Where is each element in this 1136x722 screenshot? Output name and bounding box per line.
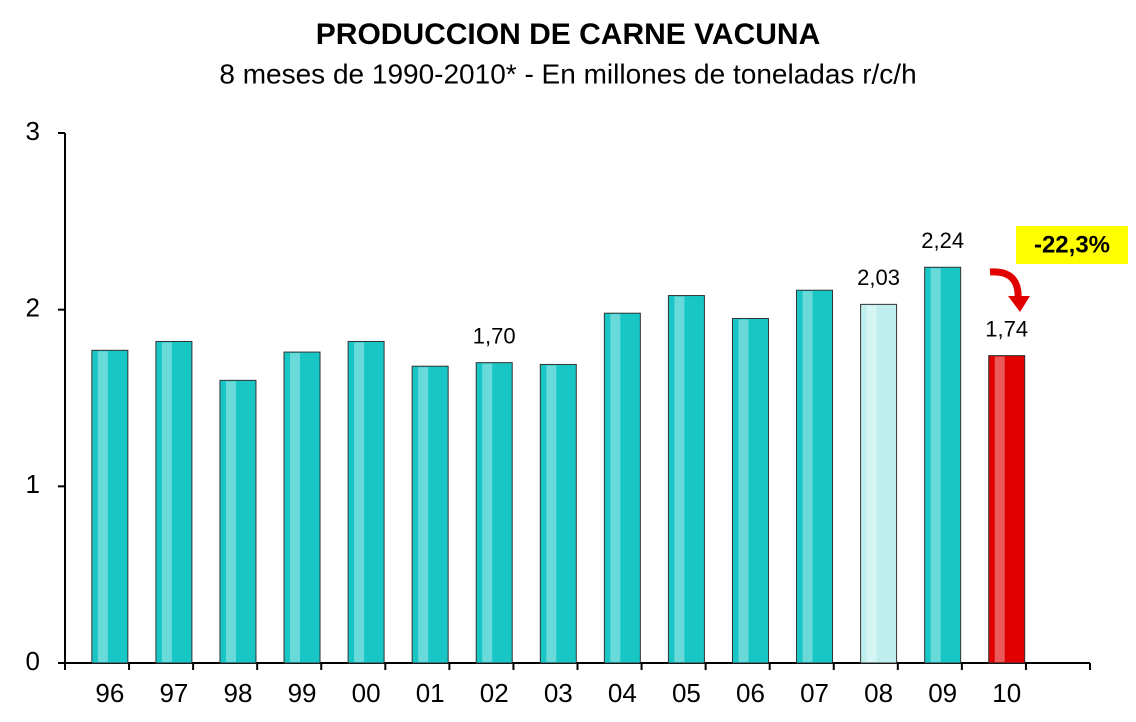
arrow xyxy=(989,268,1022,301)
bar-highlight xyxy=(610,314,621,662)
x-tick-label: 08 xyxy=(864,678,893,708)
bar xyxy=(219,379,257,664)
x-tick-label: 03 xyxy=(544,678,573,708)
bar-highlight xyxy=(994,356,1005,662)
value-label: 2,03 xyxy=(857,265,900,290)
bar-highlight xyxy=(674,296,685,662)
value-label: 1,74 xyxy=(985,316,1028,341)
bar xyxy=(924,266,962,664)
y-tick-label: 0 xyxy=(26,646,40,676)
bar-highlight xyxy=(866,305,877,662)
arrow-head xyxy=(1008,296,1030,312)
chart-subtitle: 8 meses de 1990-2010* - En millones de t… xyxy=(219,58,916,89)
bar-highlight xyxy=(738,319,749,662)
bar xyxy=(731,318,769,664)
bar-highlight xyxy=(225,381,236,662)
bar xyxy=(860,303,898,664)
bar-highlight xyxy=(546,365,557,662)
bar-highlight xyxy=(802,291,813,662)
x-tick-label: 96 xyxy=(95,678,124,708)
value-label: 1,70 xyxy=(473,323,516,348)
y-tick-label: 3 xyxy=(26,116,40,146)
x-tick-label: 98 xyxy=(224,678,253,708)
bar-highlight xyxy=(418,367,429,662)
y-tick-label: 1 xyxy=(26,469,40,499)
bar-highlight xyxy=(354,342,365,662)
chart-title: PRODUCCION DE CARNE VACUNA xyxy=(316,18,820,51)
annotation: -22,3% xyxy=(1034,231,1110,258)
bar xyxy=(539,363,577,664)
x-tick-label: 06 xyxy=(736,678,765,708)
bar xyxy=(475,362,513,664)
value-label: 2,24 xyxy=(921,228,964,253)
x-tick-label: 01 xyxy=(416,678,445,708)
bar xyxy=(411,365,449,664)
bar xyxy=(603,312,641,664)
bar-highlight xyxy=(930,268,941,662)
bar xyxy=(796,289,834,664)
bar-highlight xyxy=(482,363,493,662)
x-tick-label: 09 xyxy=(928,678,957,708)
x-tick-label: 00 xyxy=(352,678,381,708)
x-tick-label: 07 xyxy=(800,678,829,708)
bar-highlight xyxy=(290,353,301,662)
bar-highlight xyxy=(161,342,172,662)
bar-highlight xyxy=(97,351,108,662)
bar xyxy=(988,355,1026,664)
bar xyxy=(283,351,321,664)
x-tick-label: 05 xyxy=(672,678,701,708)
bar xyxy=(155,340,193,664)
x-tick-label: 99 xyxy=(288,678,317,708)
x-tick-label: 02 xyxy=(480,678,509,708)
bar xyxy=(347,340,385,664)
x-tick-label: 10 xyxy=(992,678,1021,708)
bar xyxy=(91,349,129,664)
bar xyxy=(667,295,705,664)
annotation-box xyxy=(1016,226,1128,264)
y-tick-label: 2 xyxy=(26,293,40,323)
x-tick-label: 97 xyxy=(159,678,188,708)
x-tick-label: 04 xyxy=(608,678,637,708)
